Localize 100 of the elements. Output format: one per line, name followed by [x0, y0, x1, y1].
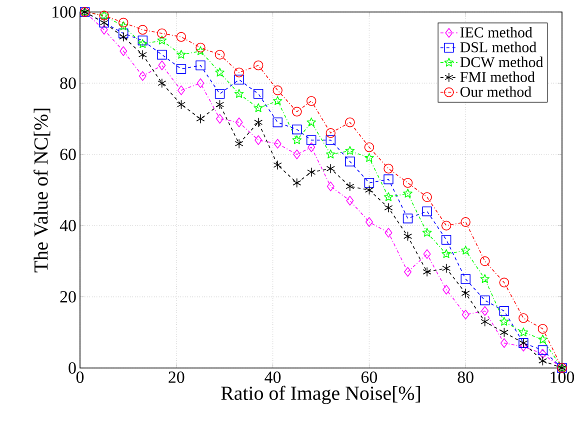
x-tick-label: 100 [550, 372, 574, 383]
point [518, 313, 528, 324]
point [216, 100, 224, 110]
point [326, 128, 336, 138]
point [441, 234, 452, 245]
point [235, 117, 243, 128]
y-tick-label: 60 [60, 148, 76, 160]
y-tick-label: 100 [52, 6, 76, 18]
point [481, 306, 489, 316]
point [384, 192, 394, 202]
point [345, 117, 355, 128]
point [176, 64, 186, 74]
point [177, 85, 185, 96]
point [138, 39, 148, 48]
x-tick-label: 0 [76, 372, 84, 383]
point [346, 196, 354, 206]
point [274, 138, 282, 149]
point [118, 18, 128, 28]
point [518, 328, 528, 336]
point [120, 46, 128, 56]
point [273, 160, 282, 170]
point [499, 306, 510, 316]
point [384, 174, 394, 184]
point [215, 68, 224, 77]
x-tick-label: 60 [361, 372, 378, 383]
point [403, 231, 412, 242]
point [460, 217, 470, 227]
point [308, 142, 316, 152]
point [384, 228, 392, 238]
point [272, 96, 282, 106]
point [326, 164, 335, 174]
point [234, 74, 244, 85]
point [214, 88, 225, 99]
point [442, 249, 451, 258]
point [158, 78, 166, 88]
legend-label: FMI method [460, 72, 535, 82]
point [520, 342, 528, 352]
point [254, 117, 263, 128]
legend-label: IEC method [460, 26, 532, 38]
legend-label: DSL method [460, 42, 536, 52]
point [402, 178, 413, 188]
point [306, 135, 316, 146]
point [500, 316, 509, 326]
point [234, 68, 244, 78]
point [176, 32, 186, 42]
y-tick-label: 80 [60, 77, 76, 89]
point [422, 206, 432, 216]
point [538, 324, 548, 334]
point [118, 28, 128, 38]
point [138, 71, 146, 81]
point [196, 114, 205, 124]
x-tick-label: 80 [458, 372, 474, 383]
point [158, 60, 166, 70]
point [292, 124, 302, 134]
x-axis-title: Ratio of Image Noise[%] [221, 386, 420, 404]
point [157, 36, 167, 44]
point [196, 60, 206, 70]
point [402, 214, 413, 224]
point [100, 24, 108, 35]
point [326, 182, 334, 192]
point [254, 135, 262, 146]
point [461, 288, 470, 298]
point [480, 256, 490, 266]
point [216, 114, 224, 124]
point [538, 345, 548, 356]
point [423, 249, 431, 259]
point [480, 274, 490, 284]
point [384, 202, 393, 213]
point [538, 334, 548, 344]
point [307, 167, 316, 178]
point [272, 85, 283, 96]
point [384, 164, 394, 174]
point [538, 348, 546, 359]
point [403, 188, 412, 198]
y-axis-title: The Value of NC[%] [34, 108, 50, 272]
y-tick-label: 40 [60, 220, 76, 232]
point [196, 78, 204, 88]
point [480, 295, 490, 306]
point [442, 263, 451, 274]
y-tick-label: 20 [60, 291, 76, 303]
point [441, 220, 452, 230]
point [404, 266, 412, 277]
point [480, 316, 490, 327]
point [460, 246, 470, 255]
point [272, 117, 283, 128]
point [422, 192, 432, 202]
point [364, 142, 374, 152]
point [176, 50, 186, 59]
point [293, 150, 301, 160]
point [364, 185, 374, 195]
point [364, 153, 374, 162]
point [138, 24, 148, 35]
y-tick-label: 0 [68, 362, 76, 374]
point [326, 135, 336, 146]
point [234, 88, 244, 98]
point [254, 103, 264, 112]
point [196, 46, 206, 56]
point [462, 310, 470, 320]
point [364, 178, 374, 188]
point [138, 50, 147, 60]
